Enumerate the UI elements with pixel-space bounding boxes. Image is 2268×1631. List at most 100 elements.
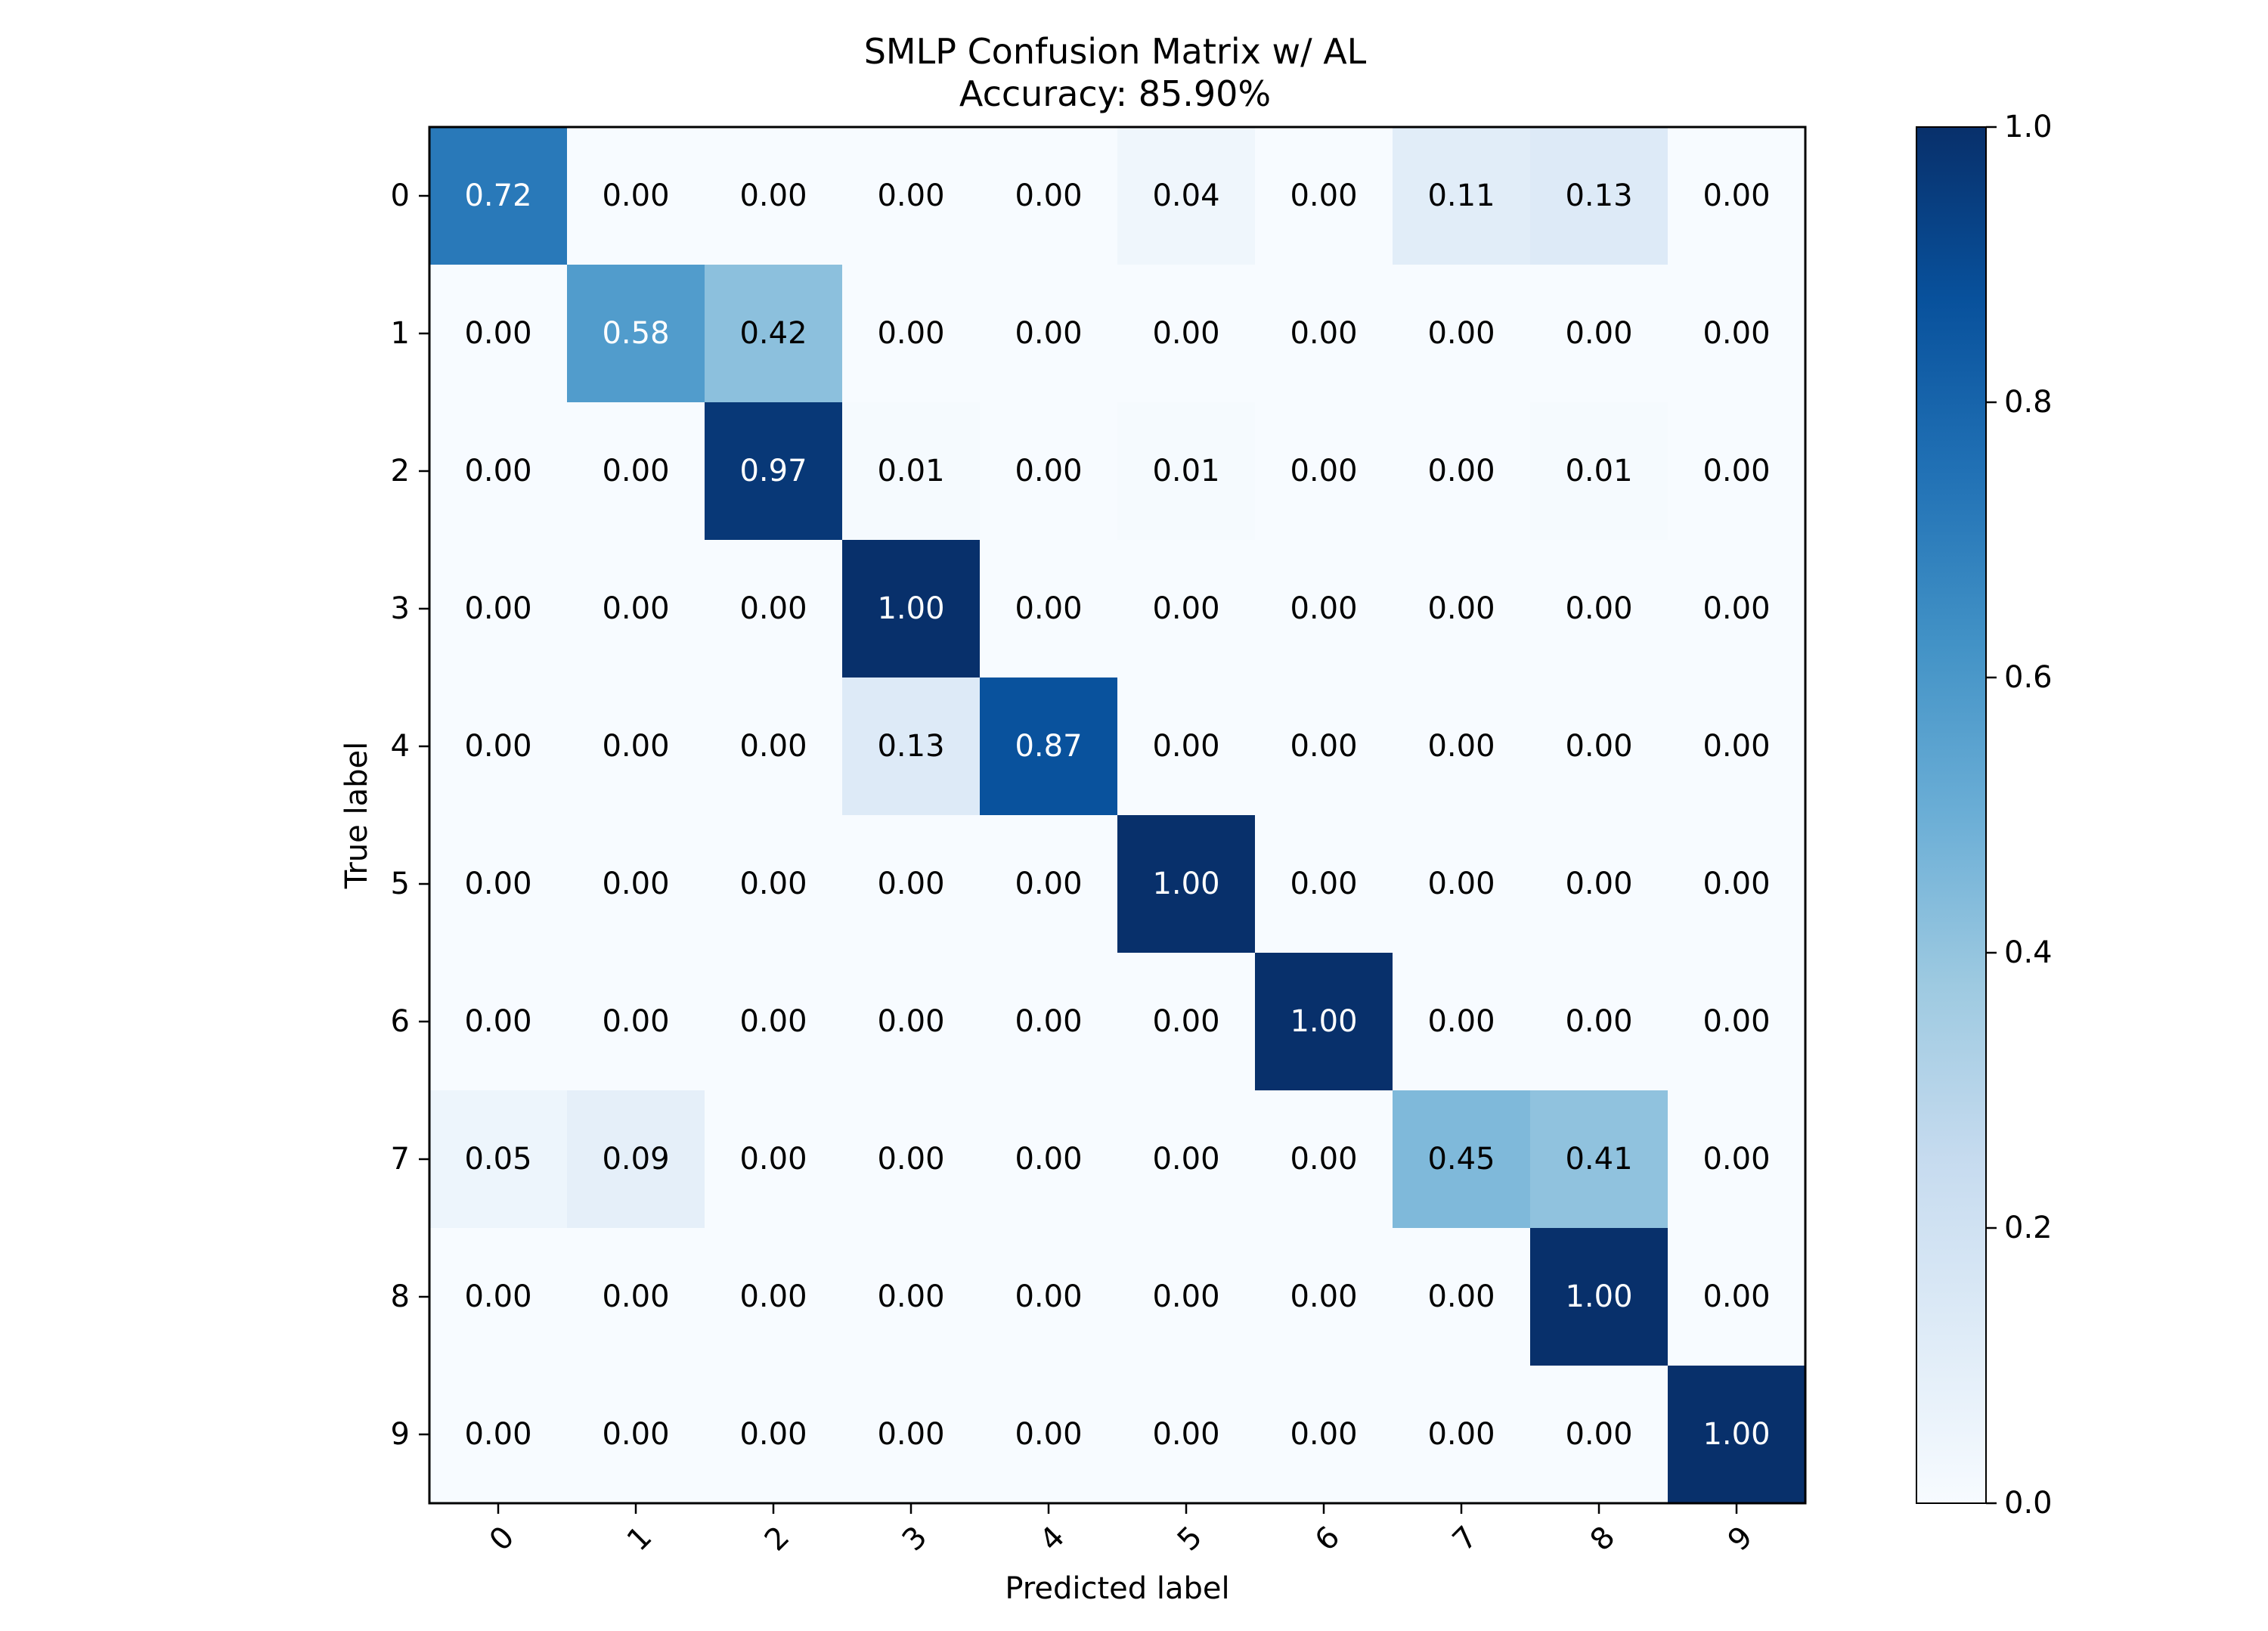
cell-value-label: 0.00 <box>1290 1142 1357 1177</box>
heatmap-cell <box>705 953 843 1091</box>
heatmap-cell <box>1530 953 1668 1091</box>
cell-value-label: 0.00 <box>1290 316 1357 351</box>
cell-value-label: 0.00 <box>464 729 531 764</box>
cell-value-label: 0.00 <box>1152 729 1219 764</box>
heatmap-cell <box>980 1228 1118 1366</box>
cell-value-label: 0.00 <box>1290 867 1357 901</box>
cell-value-label: 0.00 <box>1015 1004 1082 1039</box>
cell-value-label: 0.00 <box>1703 1279 1770 1314</box>
cell-value-label: 0.00 <box>1427 1417 1495 1452</box>
heatmap-cell <box>1668 1228 1806 1366</box>
x-tick-label: 4 <box>1033 1520 1072 1558</box>
cell-value-label: 0.00 <box>1290 454 1357 488</box>
cell-value-label: 0.00 <box>1427 454 1495 488</box>
heatmap-cell <box>1668 1090 1806 1229</box>
y-axis-ticks: 0 1 2 3 4 5 6 7 8 9 <box>391 178 429 1452</box>
cell-value-label: 0.58 <box>602 316 669 351</box>
heatmap-cell <box>1530 678 1668 816</box>
heatmap-cell <box>567 402 705 541</box>
heatmap-cell <box>1668 402 1806 541</box>
x-axis-ticks: 0 1 2 3 4 5 6 7 8 9 <box>483 1503 1760 1558</box>
heatmap-cell <box>1393 815 1531 953</box>
cell-value-label: 0.00 <box>739 1142 807 1177</box>
cell-value-label: 0.00 <box>1015 454 1082 488</box>
cell-value-label: 0.00 <box>877 178 944 213</box>
cell-value-label: 0.00 <box>1152 1142 1219 1177</box>
heatmap-cell <box>429 815 568 953</box>
y-tick-label: 4 <box>391 729 410 764</box>
cell-value-label: 0.00 <box>1703 867 1770 901</box>
heatmap-cell <box>1393 1366 1531 1504</box>
heatmap-cell <box>1668 540 1806 678</box>
heatmap-cell <box>1668 127 1806 265</box>
cell-value-label: 0.00 <box>1703 178 1770 213</box>
heatmap-cell <box>429 953 568 1091</box>
colorbar-tick-label: 0.8 <box>2004 385 2053 420</box>
heatmap-cell <box>429 540 568 678</box>
cell-value-label: 0.00 <box>1703 454 1770 488</box>
cell-value-label: 0.00 <box>739 867 807 901</box>
cell-value-label: 0.13 <box>1565 178 1632 213</box>
cell-value-label: 0.00 <box>1290 178 1357 213</box>
cell-value-label: 0.00 <box>1703 316 1770 351</box>
cell-value-label: 0.00 <box>1427 1004 1495 1039</box>
plot-frame <box>428 126 1807 1505</box>
heatmap-cell <box>1117 1366 1256 1504</box>
heatmap-cell <box>1117 953 1256 1091</box>
cell-value-label: 0.01 <box>877 454 944 488</box>
heatmap-cell <box>567 540 705 678</box>
cell-value-label: 0.00 <box>739 1004 807 1039</box>
cell-value-label: 0.00 <box>877 1142 944 1177</box>
heatmap-cell <box>1530 1228 1668 1366</box>
cell-value-label: 0.00 <box>1703 729 1770 764</box>
heatmap-cell <box>1393 127 1531 265</box>
heatmap-cell <box>429 265 568 403</box>
heatmap-cell <box>705 1090 843 1229</box>
cell-value-label: 0.01 <box>1565 454 1632 488</box>
cell-value-label: 0.00 <box>464 316 531 351</box>
cell-value-label: 0.00 <box>602 1417 669 1452</box>
heatmap-cell <box>1393 678 1531 816</box>
cell-value-label: 0.00 <box>464 867 531 901</box>
cell-value-label: 0.00 <box>1703 1004 1770 1039</box>
cell-value-label: 0.00 <box>464 1279 531 1314</box>
heatmap-cell <box>429 678 568 816</box>
heatmap-cell <box>1117 265 1256 403</box>
cell-value-label: 0.00 <box>1015 867 1082 901</box>
y-tick-label: 1 <box>391 316 410 351</box>
cell-value-label: 0.00 <box>1152 1279 1219 1314</box>
cell-value-label: 0.97 <box>739 454 807 488</box>
cell-value-label: 1.00 <box>877 591 944 626</box>
heatmap-cell <box>842 127 981 265</box>
heatmap-cell <box>705 815 843 953</box>
heatmap-cell <box>1255 127 1393 265</box>
heatmap-cell <box>1530 815 1668 953</box>
cell-value-label: 0.00 <box>1427 867 1495 901</box>
heatmap-cell <box>567 127 705 265</box>
cell-value-label: 0.00 <box>602 178 669 213</box>
x-tick-label: 7 <box>1446 1520 1485 1558</box>
colorbar-tick-label: 0.6 <box>2004 660 2053 695</box>
heatmap-cell <box>429 1228 568 1366</box>
cell-value-label: 0.00 <box>1015 178 1082 213</box>
heatmap-cell <box>705 265 843 403</box>
heatmap-cell <box>1530 1366 1668 1504</box>
y-tick-label: 3 <box>391 591 410 626</box>
cell-value-label: 1.00 <box>1290 1004 1357 1039</box>
heatmap-cell <box>842 953 981 1091</box>
heatmap-cell <box>1530 1090 1668 1229</box>
heatmap-cell <box>429 127 568 265</box>
y-axis-label: True label <box>339 742 374 889</box>
heatmap-cell <box>567 1366 705 1504</box>
heatmap-cell <box>705 127 843 265</box>
cell-value-label: 0.00 <box>1290 729 1357 764</box>
heatmap-cell <box>842 1366 981 1504</box>
heatmap-cell <box>705 402 843 541</box>
x-tick-label: 0 <box>483 1520 522 1558</box>
cell-value-label: 0.00 <box>602 867 669 901</box>
heatmap-cell <box>980 265 1118 403</box>
heatmap-cell <box>1117 540 1256 678</box>
x-tick-label: 9 <box>1721 1520 1760 1558</box>
cell-value-label: 0.45 <box>1427 1142 1495 1177</box>
